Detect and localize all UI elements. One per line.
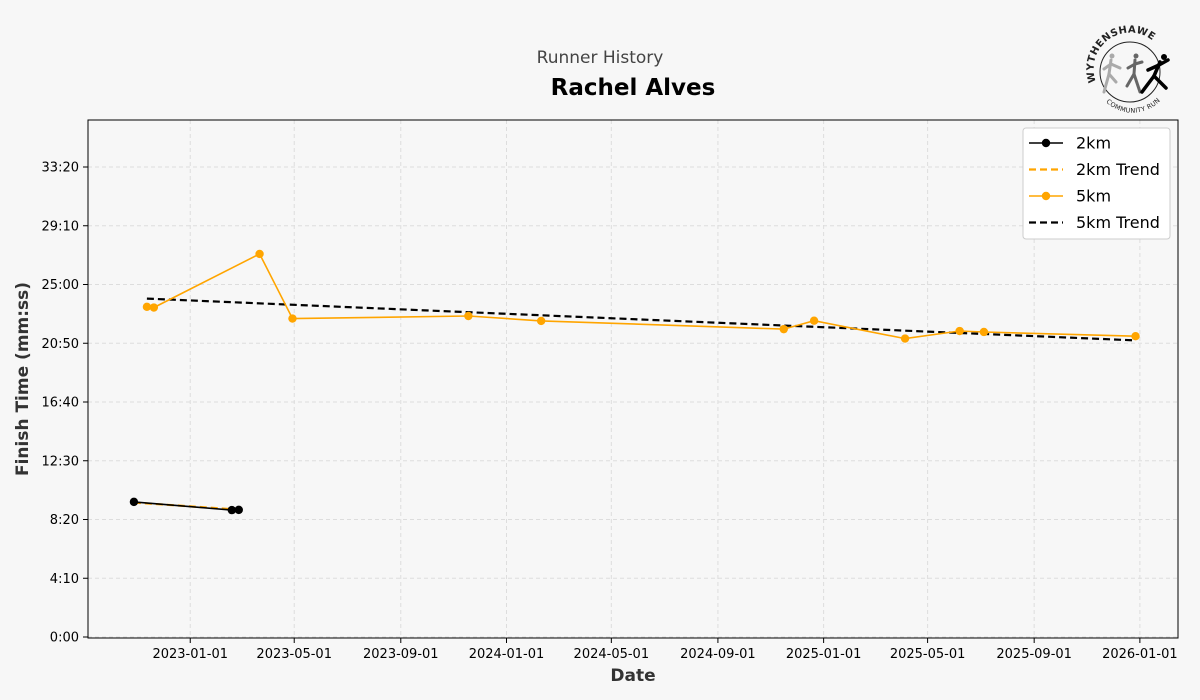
- y-tick-label: 0:00: [50, 631, 79, 646]
- y-tick-label: 20:50: [42, 337, 79, 352]
- y-tick-label: 16:40: [42, 396, 79, 411]
- legend-item: 5km: [1029, 187, 1111, 206]
- data-point: [142, 302, 152, 312]
- runners-logo-icon: WYTHENSHAWE COMMUNITY RUN: [1085, 24, 1170, 115]
- x-axis-ticks: 2023-01-01 2023-05-01 2023-09-01 2024-01-01…: [152, 638, 1178, 662]
- data-point: [234, 505, 243, 515]
- chart-legend: 2km 2km Trend 5km 5km Trend: [1022, 127, 1171, 240]
- data-point: [464, 311, 473, 321]
- legend-item: 2km: [1029, 134, 1111, 153]
- data-point: [149, 303, 159, 312]
- data-series: [129, 249, 1140, 515]
- x-tick-label: 2023-09-01: [363, 647, 439, 662]
- y-axis-label: Finish Time (mm:ss): [13, 282, 33, 476]
- y-axis-ticks: 0:00 4:10 8:20 12:30 16:40 20:50 25:00 29:10 33:…: [42, 161, 88, 646]
- data-point: [255, 249, 264, 259]
- data-point: [1131, 332, 1140, 341]
- legend-box: [1022, 127, 1171, 240]
- chart-subtitle: Runner History: [537, 48, 664, 68]
- x-tick-label: 2023-01-01: [152, 647, 228, 662]
- data-point: [809, 316, 819, 325]
- series-line: [133, 501, 239, 511]
- series-line: [146, 252, 1136, 340]
- x-tick-label: 2023-05-01: [256, 647, 332, 662]
- data-point: [955, 326, 964, 336]
- legend-label: 5km: [1076, 187, 1111, 206]
- y-tick-label: 33:20: [42, 161, 79, 176]
- logo-bottom-text: COMMUNITY RUN: [1105, 96, 1162, 115]
- data-point: [900, 334, 910, 343]
- x-tick-label: 2025-05-01: [890, 647, 966, 662]
- legend-marker: [1041, 191, 1051, 201]
- plot-frame: [87, 119, 1179, 639]
- x-tick-label: 2024-05-01: [574, 647, 650, 662]
- x-tick-label: 2026-01-01: [1102, 647, 1178, 662]
- legend-marker: [1041, 138, 1051, 148]
- data-point: [979, 327, 989, 337]
- y-tick-label: 29:10: [42, 219, 79, 234]
- data-point: [227, 505, 237, 515]
- y-tick-label: 4:10: [50, 572, 79, 587]
- chart-title: Rachel Alves: [551, 75, 716, 101]
- x-tick-label: 2025-09-01: [996, 647, 1072, 662]
- series-2km: [129, 497, 243, 515]
- legend-item: 5km Trend: [1029, 213, 1160, 232]
- legend-item: 2km Trend: [1029, 160, 1160, 179]
- legend-label: 2km: [1076, 134, 1111, 153]
- x-axis-label: Date: [610, 666, 655, 686]
- x-tick-label: 2024-09-01: [680, 647, 756, 662]
- series-5km: [142, 249, 1140, 343]
- legend-label: 5km Trend: [1076, 213, 1160, 232]
- y-tick-label: 12:30: [42, 454, 79, 469]
- y-tick-label: 25:00: [42, 278, 79, 293]
- y-tick-label: 8:20: [50, 513, 79, 528]
- data-point: [288, 314, 297, 323]
- x-tick-label: 2024-01-01: [469, 647, 545, 662]
- x-tick-label: 2025-01-01: [786, 647, 862, 662]
- logo-top-text: WYTHENSHAWE: [1085, 24, 1157, 83]
- data-point: [779, 324, 788, 334]
- legend-label: 2km Trend: [1076, 160, 1160, 179]
- grid-lines: [88, 120, 1178, 638]
- data-point: [536, 316, 546, 326]
- data-point: [129, 497, 139, 507]
